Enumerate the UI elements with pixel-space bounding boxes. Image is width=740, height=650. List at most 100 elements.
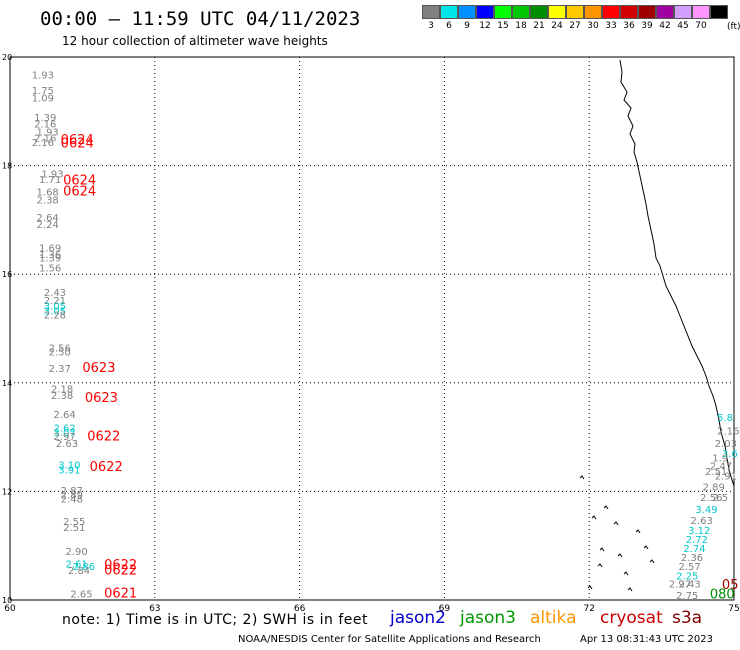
wave-height-value: 2.84	[68, 566, 90, 577]
island-marker	[635, 529, 641, 534]
wave-height-value: 1.68	[37, 187, 59, 198]
island-marker	[587, 585, 593, 590]
legend-swatch	[674, 5, 692, 19]
wave-height-value: 2.21	[44, 296, 66, 307]
wave-height-value: 2.97	[669, 580, 691, 591]
island-marker	[643, 545, 649, 550]
wave-height-value: 2.24	[37, 220, 59, 231]
legend-swatch	[476, 5, 494, 19]
island-marker	[627, 587, 633, 592]
legend-unit: (ft)	[727, 22, 740, 32]
wave-height-value: 2.38	[37, 196, 59, 207]
wave-height-value: 2.28	[44, 311, 66, 322]
island-marker	[603, 505, 609, 510]
wave-height-value: 2.16	[34, 134, 56, 145]
wave-height-value: 2.63	[56, 439, 78, 450]
legend-label: 36	[623, 21, 635, 31]
time-label: 0624	[63, 174, 96, 189]
legend-swatch	[494, 5, 512, 19]
time-label: 0623	[82, 361, 115, 376]
footer-credit: NOAA/NESDIS Center for Satellite Applica…	[238, 634, 541, 645]
wave-height-value: 2.25	[676, 571, 698, 582]
satellite-cryosat: cryosat	[600, 608, 663, 628]
wave-height-value: 2.51	[63, 523, 85, 534]
wave-height-value: 3.05	[44, 301, 66, 312]
legend-label: 18	[515, 21, 527, 31]
legend-label: 33	[605, 21, 617, 31]
legend-swatch	[548, 5, 566, 19]
time-label: 0622	[87, 429, 120, 444]
legend-label: 6	[446, 21, 452, 31]
wave-height-value: 2.64	[53, 410, 75, 421]
page-title: 00:00 – 11:59 UTC 04/11/2023	[40, 8, 361, 30]
island-marker	[591, 515, 597, 520]
wave-height-value: 5.8	[717, 413, 733, 424]
wave-height-value: 2.89	[61, 490, 83, 501]
legend-swatch	[710, 5, 728, 19]
wave-height-value: 2.16	[717, 426, 739, 437]
wave-height-value: 1.39	[39, 254, 61, 265]
wave-height-value: 1.56	[39, 263, 61, 274]
legend-swatch	[512, 5, 530, 19]
legend-label: 12	[479, 21, 491, 31]
wave-height-value: 2.43	[44, 288, 66, 299]
time-label: 080	[710, 587, 735, 602]
wave-height-value: 2.37	[49, 364, 71, 375]
wave-height-value: 2.48	[61, 494, 83, 505]
time-label: 0622	[104, 558, 137, 573]
legend-label: 42	[659, 21, 671, 31]
wave-height-value: 2.03	[715, 439, 737, 450]
lat-tick-label: 18	[2, 162, 12, 171]
wave-height-value: 1.71	[39, 175, 61, 186]
footer-timestamp: Apr 13 08:31:43 UTC 2023	[580, 634, 713, 645]
lat-tick-label: 16	[2, 270, 12, 279]
time-label: 0622	[104, 563, 137, 578]
wave-height-value: 2.47	[710, 462, 732, 473]
coastline	[619, 59, 735, 487]
legend-swatch	[566, 5, 584, 19]
time-label: 0622	[90, 460, 123, 475]
lat-tick-label: 12	[2, 487, 12, 496]
legend-label: 27	[569, 21, 581, 31]
wave-height-value: 3.12	[688, 526, 710, 537]
wave-height-value: 2.97	[53, 432, 75, 443]
lon-tick-label: 75	[728, 604, 739, 614]
legend-swatch	[440, 5, 458, 19]
legend-swatch	[458, 5, 476, 19]
wave-height-value: 2.91	[715, 471, 737, 482]
wave-height-value: 2.50	[49, 348, 71, 359]
legend-label: 39	[641, 21, 653, 31]
lat-tick-label: 14	[2, 379, 12, 388]
satellite-s3a: s3a	[672, 608, 703, 628]
lon-tick-label: 69	[439, 604, 451, 614]
satellite-altika: altika	[530, 608, 577, 628]
wave-height-value: 2.56	[49, 343, 71, 354]
lat-tick-label: 10	[2, 596, 12, 605]
wave-height-value: 2.56	[700, 493, 722, 504]
wave-height-value: 1.69	[39, 243, 61, 254]
island-marker	[623, 571, 629, 576]
wave-height-value: 2.61	[66, 559, 88, 570]
satellite-jason2: jason2	[390, 608, 446, 628]
wave-height-value: 3.07	[53, 428, 75, 439]
page-subtitle: 12 hour collection of altimeter wave hei…	[62, 34, 328, 48]
wave-height-value: 1.75	[32, 86, 54, 97]
time-label: 0623	[85, 391, 118, 406]
wave-height-value: 2.51	[705, 467, 727, 478]
wave-height-value: 1.39	[34, 113, 56, 124]
legend-label: 15	[497, 21, 509, 31]
wave-height-value: 3.91	[58, 465, 80, 476]
island-marker	[613, 521, 619, 526]
wave-height-value: 1.93	[37, 128, 59, 139]
time-label: 0624	[63, 184, 96, 199]
legend-swatch	[584, 5, 602, 19]
legend-label: 30	[587, 21, 599, 31]
wave-height-value: 2.87	[61, 486, 83, 497]
time-label: 0624	[61, 137, 94, 152]
wave-height-value: 1.9	[712, 454, 728, 465]
lon-tick-label: 60	[4, 604, 16, 614]
legend-label: 3	[428, 21, 434, 31]
legend-swatch	[692, 5, 710, 19]
wave-height-value: 1.09	[32, 94, 54, 105]
